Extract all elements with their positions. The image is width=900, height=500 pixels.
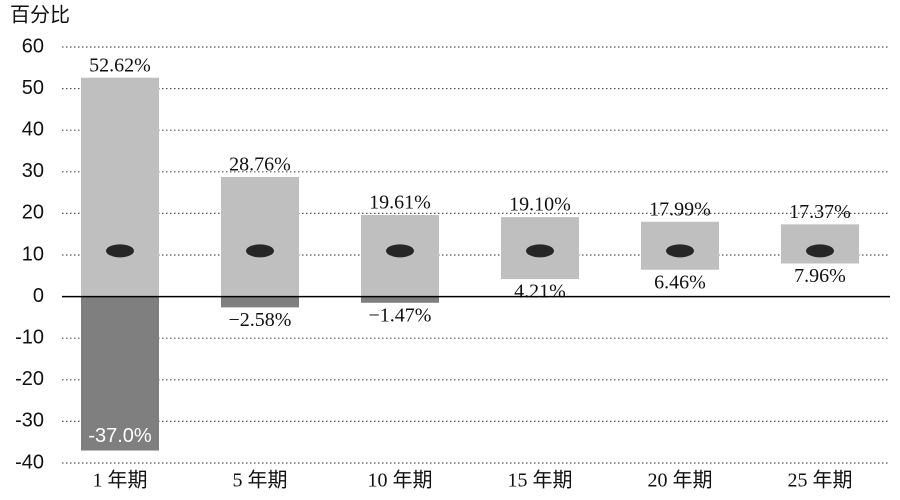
- negative-bar: [81, 296, 159, 451]
- min-label: 7.96%: [794, 265, 846, 287]
- max-label: 52.62%: [89, 54, 151, 76]
- min-label: −1.47%: [369, 304, 432, 326]
- y-tick-label: -30: [15, 410, 44, 432]
- min-label: −2.58%: [229, 309, 292, 331]
- mean-marker: [246, 244, 274, 258]
- max-label: 28.76%: [229, 154, 291, 176]
- range-bar: [221, 176, 299, 308]
- x-tick-label: 1 年期: [93, 469, 148, 492]
- negative-bar: [361, 296, 439, 303]
- y-tick-label: 60: [22, 35, 44, 57]
- mean-marker: [526, 244, 554, 258]
- negative-bar: [221, 296, 299, 308]
- min-label: 6.46%: [654, 271, 706, 293]
- mean-marker: [106, 244, 134, 258]
- y-tick-label: 0: [33, 285, 44, 307]
- max-label: 19.61%: [369, 192, 431, 214]
- range-bar: [361, 215, 439, 303]
- y-tick-label: 20: [22, 202, 44, 224]
- y-tick-label: -10: [15, 326, 44, 348]
- mean-marker: [806, 244, 834, 258]
- x-tick-label: 10 年期: [368, 469, 433, 492]
- max-label: 17.37%: [789, 201, 851, 223]
- y-tick-label: -40: [15, 451, 44, 473]
- min-label: -37.0%: [88, 425, 152, 447]
- mean-marker: [666, 244, 694, 258]
- x-tick-label: 5 年期: [233, 469, 288, 492]
- range-bar: [781, 224, 859, 264]
- y-tick-label: 10: [22, 243, 44, 265]
- x-tick-label: 15 年期: [508, 469, 573, 492]
- x-tick-label: 25 年期: [788, 469, 853, 492]
- min-label: 4.21%: [514, 281, 566, 303]
- mean-marker: [386, 244, 414, 258]
- x-tick-label: 20 年期: [648, 469, 713, 492]
- y-tick-label: -20: [15, 368, 44, 390]
- max-label: 19.10%: [509, 194, 571, 216]
- max-label: 17.99%: [649, 198, 711, 220]
- y-tick-label: 30: [22, 160, 44, 182]
- y-axis-label: 百分比: [10, 3, 70, 26]
- y-tick-label: 50: [22, 77, 44, 99]
- y-tick-label: 40: [22, 118, 44, 140]
